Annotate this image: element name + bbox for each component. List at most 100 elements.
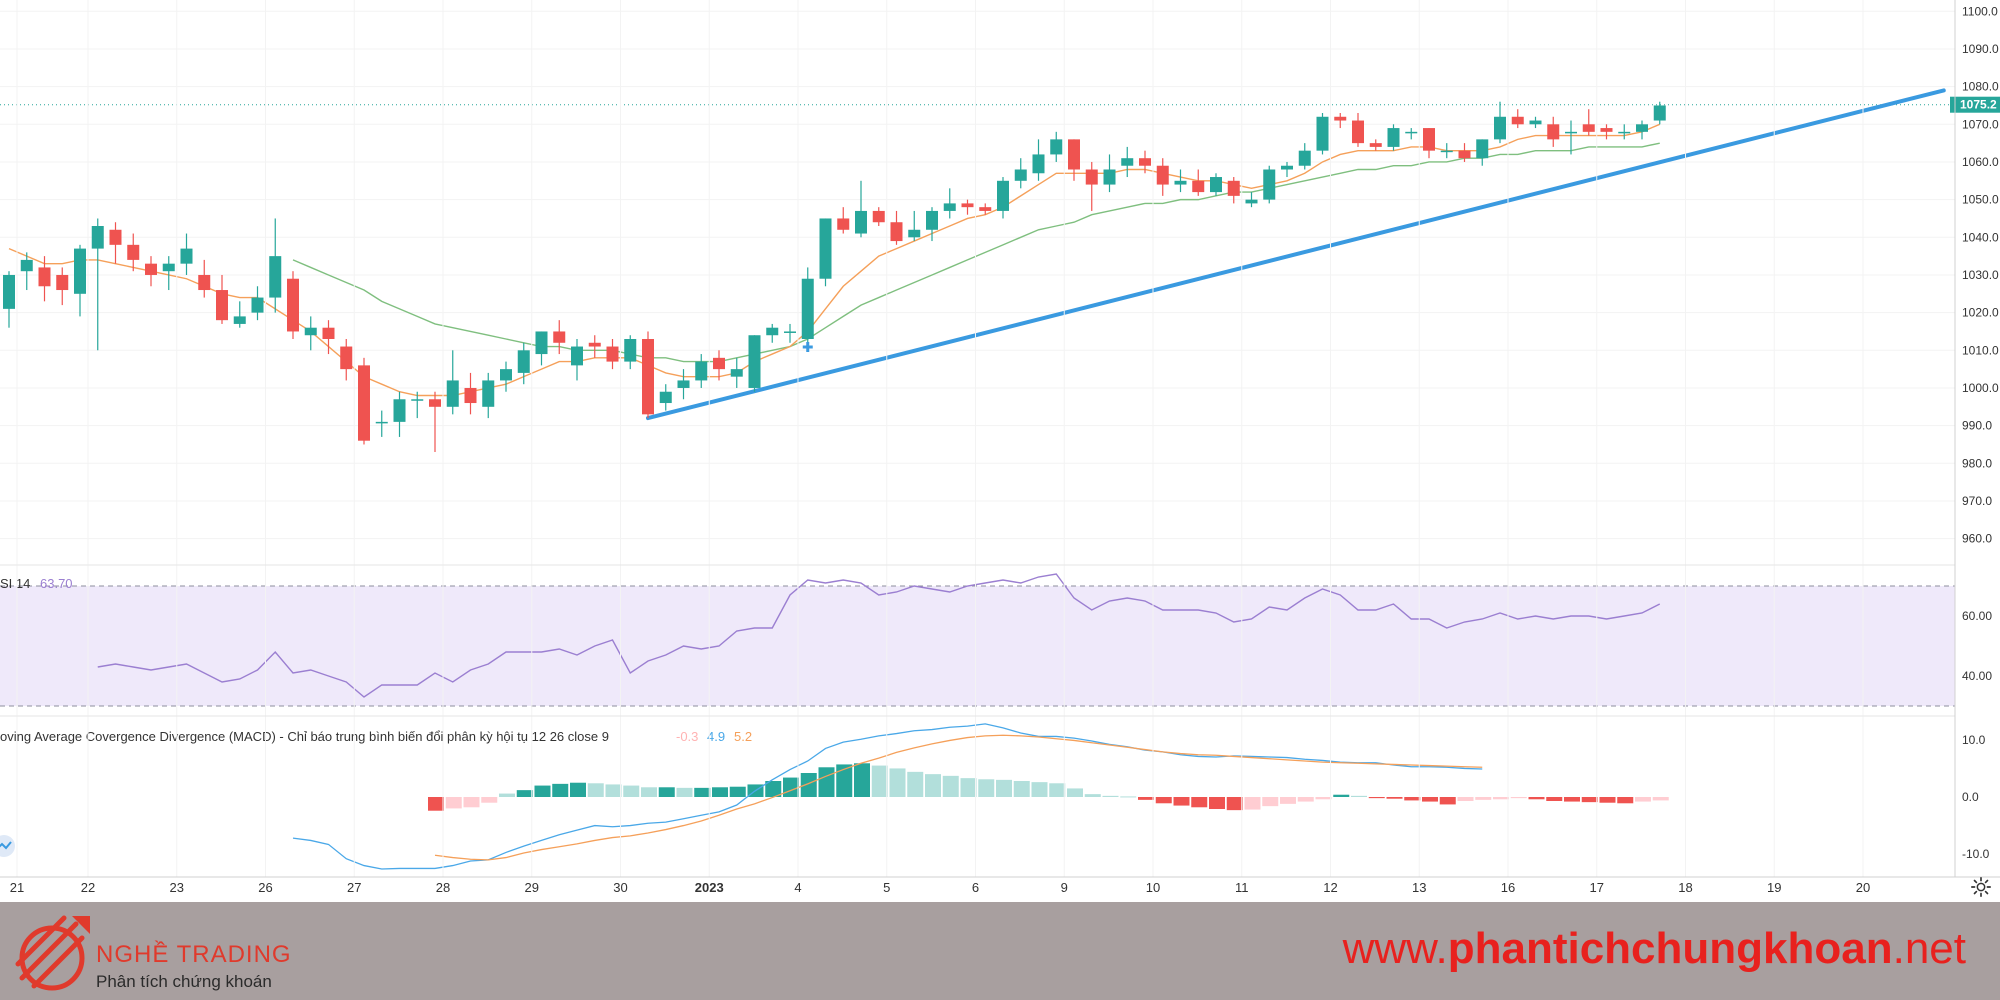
candle-body <box>642 339 654 415</box>
macd-pane[interactable]: 10.0 0.0 -10.0 oving Average Covergence Div… <box>0 723 1990 870</box>
candle-body <box>1192 180 1205 193</box>
candle-body <box>695 361 708 381</box>
candle-body <box>216 290 228 321</box>
gear-icon[interactable] <box>1970 876 1992 898</box>
candle-body <box>3 274 15 309</box>
candle-body <box>943 203 956 211</box>
candle-body <box>500 369 512 381</box>
candle-body <box>1050 139 1063 155</box>
macd-histogram-bar <box>1226 797 1243 811</box>
macd-legend: oving Average Covergence Divergence (MAC… <box>0 729 609 744</box>
candle-body <box>979 207 992 211</box>
candle-body <box>1582 124 1595 132</box>
candle-body <box>784 331 796 333</box>
trendline <box>646 88 1946 421</box>
rsi-legend: SI 14 <box>0 576 30 591</box>
macd-histogram-bar <box>1546 797 1563 801</box>
macd-histogram-bar <box>1209 797 1225 809</box>
candle-body <box>287 278 299 332</box>
candle-body <box>890 222 903 242</box>
macd-histogram-bar <box>996 779 1012 797</box>
macd-histogram-bar <box>1084 794 1101 797</box>
candle-body <box>535 331 548 355</box>
candle-body <box>819 218 832 279</box>
candle-body <box>145 263 157 275</box>
candle-body <box>837 218 850 230</box>
macd-histogram-bar <box>1049 783 1066 797</box>
macd-histogram-bar <box>1564 797 1580 802</box>
candle-body <box>1565 131 1577 134</box>
price-tick-label: 1020.0 <box>1962 306 1999 320</box>
price-tick-label: 1060.0 <box>1962 155 1999 169</box>
site-prefix: www. <box>1342 924 1448 973</box>
candle-body <box>411 399 424 401</box>
time-tick-label: 2023 <box>695 880 724 895</box>
candle-body <box>1298 150 1311 166</box>
rsi-line <box>97 573 1661 698</box>
candle-body <box>1174 180 1187 185</box>
time-tick-label: 29 <box>525 880 539 895</box>
candle-body <box>677 380 690 388</box>
macd-histogram-bar <box>889 768 906 797</box>
moving-average-slow <box>292 142 1660 363</box>
candle-body <box>872 210 885 223</box>
rsi-tick-label: 40.00 <box>1962 669 1992 683</box>
candle-body <box>482 380 495 407</box>
time-tick-label: 18 <box>1678 880 1692 895</box>
macd-tick-label: 0.0 <box>1962 790 1979 804</box>
rsi-pane[interactable]: 60.00 40.00 SI 14 63.70 <box>0 573 1992 707</box>
macd-histogram-bar <box>605 784 622 797</box>
website-url[interactable]: www.phantichchungkhoan.net <box>1343 924 1966 974</box>
time-tick-label: 19 <box>1767 880 1781 895</box>
macd-histogram-bar <box>1493 797 1509 800</box>
last-price-tag <box>1950 96 2000 113</box>
macd-histogram-bar <box>1244 797 1261 810</box>
macd-signal-line <box>434 734 1483 861</box>
candle-body <box>1334 116 1347 121</box>
price-pane[interactable]: 1100.0 1090.0 1080.0 1070.0 1060.0 1050.0 1040… <box>0 4 2000 546</box>
macd-legend-value: 5.2 <box>734 729 752 744</box>
time-tick-label: 11 <box>1235 880 1249 895</box>
candle-body <box>429 399 441 407</box>
macd-histogram-bar <box>1528 797 1545 800</box>
candle-body <box>1139 158 1151 166</box>
candle-body <box>464 387 477 404</box>
candle-body <box>1494 116 1506 140</box>
macd-histogram-bar <box>623 785 640 797</box>
macd-histogram-bar <box>481 797 498 803</box>
time-tick-label: 17 <box>1590 880 1604 895</box>
candle-body <box>588 342 601 347</box>
time-tick-label: 30 <box>613 880 627 895</box>
macd-histogram-bar <box>1422 797 1438 802</box>
time-tick-label: 28 <box>436 880 450 895</box>
macd-histogram-bar <box>516 790 533 797</box>
candle-body <box>1529 120 1542 125</box>
candle-body <box>446 380 459 407</box>
candle-body <box>1387 128 1400 147</box>
price-tick-label: 1090.0 <box>1962 42 1999 56</box>
time-tick-label: 4 <box>794 880 801 895</box>
candle-body <box>1281 165 1293 170</box>
candle-body <box>571 346 583 366</box>
candle-body <box>340 346 353 370</box>
macd-tick-label: 10.0 <box>1962 733 1986 747</box>
candle-body <box>74 248 86 294</box>
macd-histogram-bar <box>676 787 693 797</box>
brand-tagline: Phân tích chứng khoán <box>96 972 272 991</box>
rsi-tick-label: 60.00 <box>1962 609 1992 623</box>
time-axis[interactable]: 21 22 23 26 27 28 29 30 2023 4 5 6 9 10 11 12 13 16 17 18 19… <box>10 0 1870 895</box>
candle-body <box>997 180 1009 211</box>
macd-histogram-bar <box>445 797 462 809</box>
macd-histogram-bar <box>942 775 959 797</box>
macd-histogram-bar <box>1031 782 1048 797</box>
time-tick-label: 20 <box>1856 880 1870 895</box>
candle-body <box>1476 139 1489 159</box>
candle-body <box>926 210 938 230</box>
macd-histogram-bar <box>1013 781 1030 797</box>
price-tick-label: 1010.0 <box>1962 343 1999 357</box>
time-tick-label: 27 <box>347 880 361 895</box>
chart-canvas[interactable]: 1100.01090.01080.01070.01060.01050.01040… <box>0 0 2000 902</box>
macd-histogram-bar <box>765 781 782 797</box>
macd-histogram-bar <box>1581 797 1598 803</box>
candle-body <box>1014 169 1027 181</box>
